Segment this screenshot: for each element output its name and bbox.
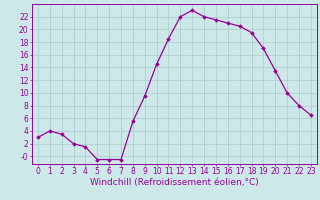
X-axis label: Windchill (Refroidissement éolien,°C): Windchill (Refroidissement éolien,°C) [90,178,259,187]
